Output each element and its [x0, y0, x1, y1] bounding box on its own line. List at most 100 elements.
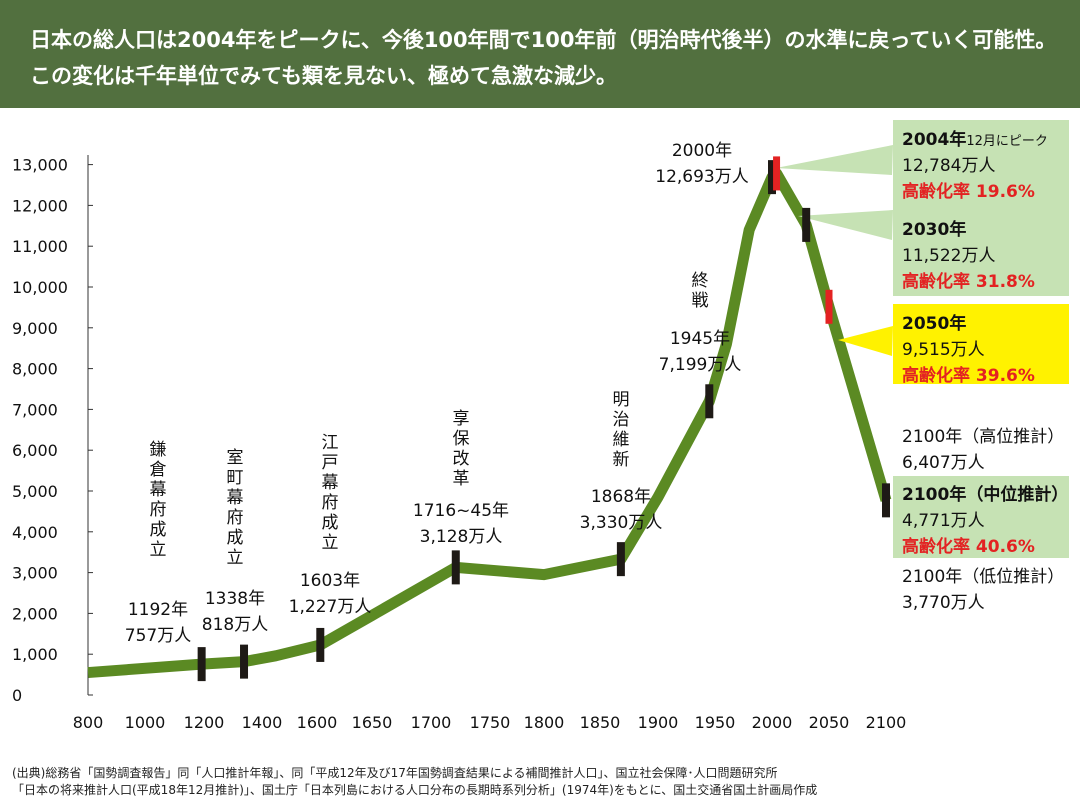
event-label-char: 府 — [227, 508, 244, 528]
x-tick-label: 1650 — [352, 713, 393, 732]
marker-1192 — [197, 647, 206, 682]
event-population-label: 757万人 — [125, 626, 191, 646]
callout-aging-rate: 高齢化率 31.8% — [902, 271, 1035, 292]
event-label-char: 府 — [322, 493, 339, 513]
x-tick-label: 1200 — [184, 713, 225, 732]
y-tick-label: 12,000 — [12, 196, 68, 215]
source-note-line-1: (出典)総務省「国勢調査報告」同「人口推計年報」、同「平成12年及び17年国勢調… — [12, 766, 778, 780]
x-tick-label: 2000 — [752, 713, 793, 732]
event-label-char: 幕 — [227, 488, 244, 508]
x-tick-label: 1750 — [470, 713, 511, 732]
event-population-label: 818万人 — [202, 615, 268, 635]
event-label-char: 倉 — [150, 460, 167, 480]
callout-year: 2050年 — [902, 313, 966, 334]
event-label-char: 保 — [453, 429, 470, 449]
event-label-char: 戸 — [322, 453, 339, 473]
callout-population: 11,522万人 — [902, 246, 995, 266]
x-tick-label: 1950 — [695, 713, 736, 732]
event-label-char: 立 — [322, 533, 339, 553]
x-tick-label: 2100 — [866, 713, 907, 732]
header-banner: 日本の総人口は2004年をピークに、今後100年間で100年前（明治時代後半）の… — [0, 0, 1080, 108]
event-label-char: 府 — [150, 500, 167, 520]
x-tick-label: 800 — [73, 713, 104, 732]
headline-line-1: 日本の総人口は2004年をピークに、今後100年間で100年前（明治時代後半）の… — [30, 28, 1057, 52]
event-population-label: 12,693万人 — [655, 167, 748, 187]
marker-1721 — [451, 550, 460, 585]
projection-high-label: 2100年（高位推計） — [902, 427, 1064, 447]
callout-pointer-2030 — [798, 210, 893, 240]
x-tick-label: 1800 — [524, 713, 565, 732]
callout-aging-rate: 高齢化率 19.6% — [902, 181, 1035, 202]
event-label-char: 江 — [322, 433, 339, 453]
y-tick-label: 5,000 — [12, 482, 58, 501]
y-tick-label: 13,000 — [12, 156, 68, 175]
event-year-label: 1716~45年 — [413, 501, 509, 521]
callout-population: 9,515万人 — [902, 340, 985, 360]
callout-pointer-2050 — [838, 326, 893, 356]
event-label-char: 新 — [613, 450, 630, 470]
event-year-label: 1945年 — [670, 329, 730, 349]
event-label-char: 改 — [453, 449, 470, 469]
x-tick-label: 2050 — [809, 713, 850, 732]
callout-aging-rate: 高齢化率 39.6% — [902, 365, 1035, 386]
event-year-label: 2000年 — [672, 141, 732, 161]
callout-box-2030 — [893, 210, 1069, 296]
projection-mid-aging-rate: 高齢化率 40.6% — [902, 536, 1035, 557]
event-label-char: 鎌 — [150, 440, 167, 460]
x-tick-label: 1900 — [638, 713, 679, 732]
event-label-char: 立 — [150, 540, 167, 560]
event-label-char: 幕 — [322, 473, 339, 493]
callout-box-2050 — [893, 304, 1069, 384]
projection-mid-population: 4,771万人 — [902, 511, 985, 531]
projection-low-label: 2100年（低位推計） — [902, 567, 1064, 587]
x-tick-label: 1000 — [125, 713, 166, 732]
event-population-label: 3,330万人 — [580, 513, 663, 533]
y-tick-label: 3,000 — [12, 564, 58, 583]
event-population-label: 7,199万人 — [659, 355, 742, 375]
event-label-char: 立 — [227, 548, 244, 568]
event-population-label: 3,128万人 — [420, 527, 503, 547]
callout-box-2004 — [893, 120, 1069, 210]
event-label-char: 治 — [613, 410, 630, 430]
event-label-char: 戦 — [692, 291, 709, 311]
y-tick-label: 8,000 — [12, 360, 58, 379]
event-label-char: 町 — [227, 468, 244, 488]
population-series-line — [87, 167, 892, 679]
y-tick-label: 2,000 — [12, 604, 58, 623]
event-label-char: 革 — [453, 469, 470, 489]
headline-line-2: この変化は千年単位でみても類を見ない、極めて急激な減少。 — [30, 64, 617, 88]
marker-1338 — [240, 644, 249, 679]
y-tick-label: 7,000 — [12, 400, 58, 419]
callout-population: 12,784万人 — [902, 156, 995, 176]
source-note-line-2: 「日本の将来推計人口(平成18年12月推計)」、国土庁「日本列島における人口分布… — [12, 783, 818, 797]
y-tick-label: 4,000 — [12, 523, 58, 542]
event-label-char: 明 — [613, 390, 630, 410]
callout-year-note: 12月にピーク — [966, 134, 1048, 149]
marker-2004 — [773, 156, 781, 191]
projection-mid-box — [893, 476, 1069, 558]
callout-year: 2004年12月にピーク — [902, 129, 1048, 150]
x-tick-label: 1600 — [297, 713, 338, 732]
event-year-label: 1338年 — [205, 589, 265, 609]
event-label-char: 終 — [692, 271, 709, 291]
x-tick-label: 1850 — [580, 713, 621, 732]
callout-year: 2030年 — [902, 219, 966, 240]
projection-high-population: 6,407万人 — [902, 453, 985, 473]
event-label-char: 成 — [227, 528, 244, 548]
y-tick-label: 11,000 — [12, 237, 68, 256]
marker-1868 — [616, 542, 625, 577]
marker-1945 — [705, 384, 714, 419]
marker-2030 — [802, 207, 811, 242]
event-label-char: 維 — [613, 430, 630, 450]
event-year-label: 1603年 — [300, 571, 360, 591]
event-label-char: 幕 — [150, 480, 167, 500]
y-tick-label: 0 — [12, 686, 22, 705]
x-tick-label: 1700 — [411, 713, 452, 732]
x-tick-label: 1400 — [242, 713, 283, 732]
callout-pointer-2004 — [776, 145, 893, 175]
event-label-char: 成 — [150, 520, 167, 540]
marker-1603 — [316, 627, 325, 662]
marker-2100 — [882, 483, 890, 518]
event-year-label: 1192年 — [128, 600, 188, 620]
event-label-char: 室 — [227, 448, 244, 468]
